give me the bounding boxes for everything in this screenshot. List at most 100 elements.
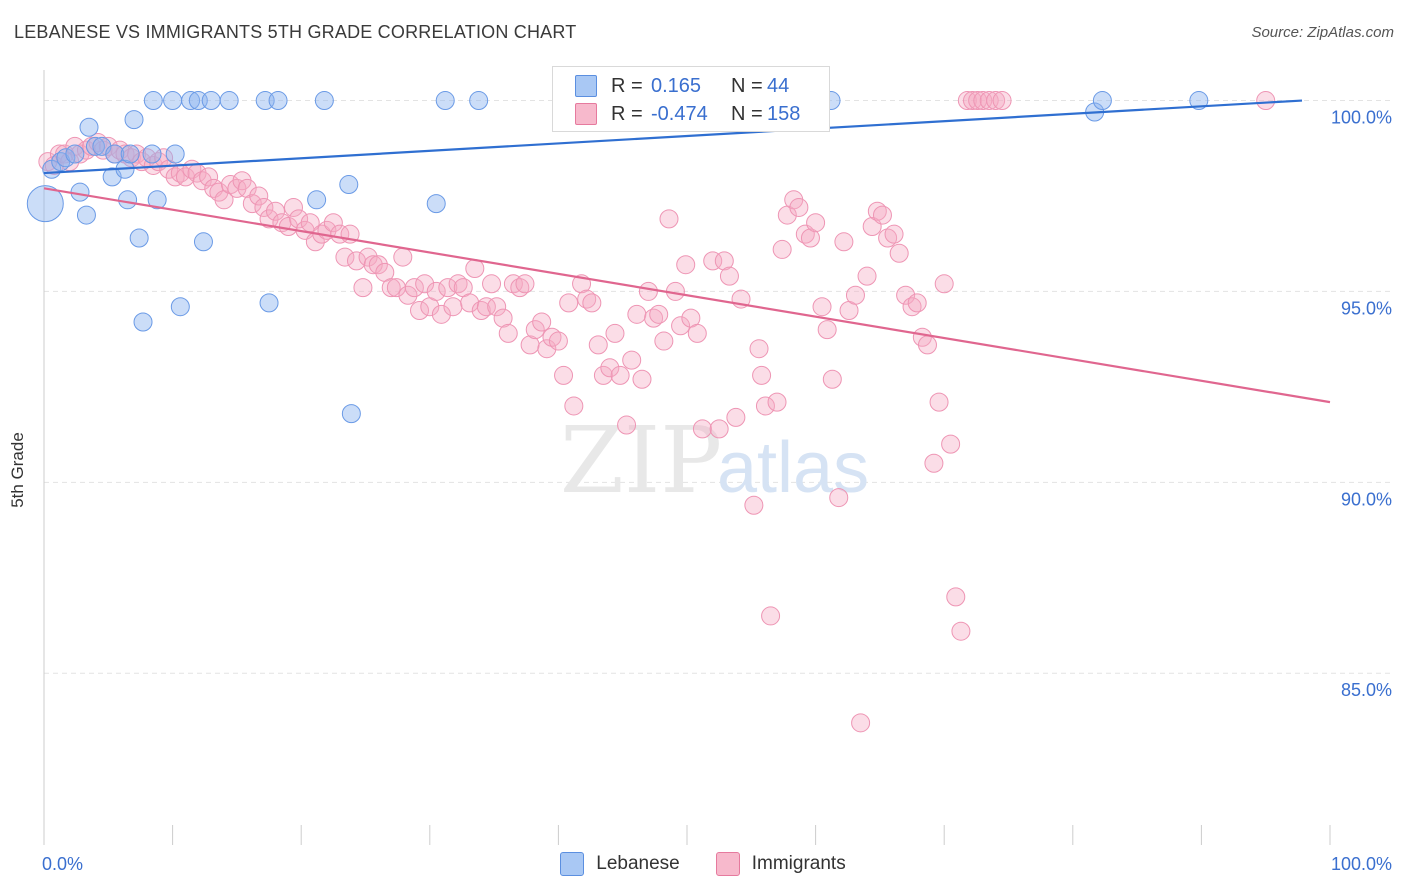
lebanese-point xyxy=(26,185,64,223)
immigrants-point xyxy=(443,297,463,317)
immigrants-point xyxy=(772,239,792,259)
lebanese-point xyxy=(147,190,167,210)
immigrants-point xyxy=(368,255,388,275)
immigrants-point xyxy=(537,339,557,359)
lebanese-swatch xyxy=(575,75,597,97)
r-label: R = xyxy=(611,74,643,97)
immigrants-point xyxy=(548,331,568,351)
lebanese-point xyxy=(85,136,105,156)
immigrants-point xyxy=(941,434,961,454)
lebanese-point xyxy=(105,144,125,164)
immigrants-point xyxy=(632,369,652,389)
lebanese-point xyxy=(124,110,144,130)
immigrants-point xyxy=(917,335,937,355)
immigrants-point xyxy=(265,201,285,221)
y-tick-label: 95.0% xyxy=(1341,298,1392,318)
r-label: R = xyxy=(611,102,643,125)
immigrants-point xyxy=(934,274,954,294)
immigrants-point xyxy=(199,167,219,187)
lebanese-point xyxy=(120,144,140,164)
immigrants-point xyxy=(605,323,625,343)
immigrants-point xyxy=(588,335,608,355)
immigrants-point xyxy=(896,285,916,305)
lebanese-point xyxy=(170,297,190,317)
immigrants-point xyxy=(249,186,269,206)
immigrants-point xyxy=(465,259,485,279)
y-tick-label: 85.0% xyxy=(1341,680,1392,700)
immigrants-point xyxy=(610,365,630,385)
x-tick-labels: 0.0% 100.0% xyxy=(42,854,1392,874)
lebanese-point xyxy=(163,91,183,111)
lebanese-trend-line xyxy=(43,99,1303,175)
watermark-zip: ZIP xyxy=(560,407,722,514)
immigrants-point xyxy=(986,91,1006,111)
lebanese-point xyxy=(469,91,489,111)
immigrants-point xyxy=(755,396,775,416)
immigrants-point xyxy=(335,247,355,267)
immigrants-point xyxy=(834,232,854,252)
immigrants-point xyxy=(851,713,871,733)
immigrants-point xyxy=(476,297,496,317)
stats-legend: R = 0.165 N = 44 R = -0.474 N = 158 xyxy=(552,66,830,132)
lebanese-point xyxy=(307,190,327,210)
immigrants-point xyxy=(845,285,865,305)
immigrants-point xyxy=(582,293,602,313)
lebanese-point xyxy=(259,293,279,313)
immigrants-point xyxy=(426,281,446,301)
lebanese-point xyxy=(341,404,361,424)
immigrants-point xyxy=(487,297,507,317)
lebanese-point xyxy=(435,91,455,111)
n-label: N = xyxy=(731,102,763,125)
immigrants-swatch xyxy=(715,852,740,876)
immigrants-point xyxy=(381,278,401,298)
immigrants-point xyxy=(493,308,513,328)
n-value: 44 xyxy=(767,74,790,97)
lebanese-point xyxy=(118,190,138,210)
lebanese-point xyxy=(165,144,185,164)
legend-row-lebanese: R = 0.165 N = 44 xyxy=(575,73,789,99)
immigrants-point xyxy=(992,91,1012,111)
lebanese-point xyxy=(268,91,288,111)
lebanese-point xyxy=(1189,91,1209,111)
immigrants-point xyxy=(962,91,982,111)
y-tick-label: 90.0% xyxy=(1341,489,1392,509)
immigrants-point xyxy=(829,488,849,508)
immigrants-point xyxy=(687,323,707,343)
immigrants-point xyxy=(482,274,502,294)
immigrants-point xyxy=(709,419,729,439)
immigrants-point xyxy=(761,606,781,626)
immigrants-point xyxy=(714,251,734,271)
immigrants-point xyxy=(817,320,837,340)
legend-item-lebanese[interactable]: Lebanese xyxy=(560,852,680,876)
immigrants-point xyxy=(857,266,877,286)
immigrants-point xyxy=(353,278,373,298)
immigrants-point xyxy=(638,281,658,301)
immigrants-point xyxy=(289,209,309,229)
lebanese-point xyxy=(142,144,162,164)
immigrants-point xyxy=(165,167,185,187)
lebanese-point xyxy=(133,312,153,332)
lebanese-point xyxy=(426,194,446,214)
immigrants-point xyxy=(431,304,451,324)
immigrants-point xyxy=(659,209,679,229)
immigrants-point xyxy=(510,278,530,298)
immigrants-point xyxy=(254,197,274,217)
immigrants-point xyxy=(744,495,764,515)
immigrants-point xyxy=(703,251,723,271)
immigrants-point xyxy=(889,243,909,263)
immigrants-point xyxy=(867,201,887,221)
immigrants-point xyxy=(957,91,977,111)
immigrants-point xyxy=(719,266,739,286)
lebanese-point xyxy=(129,228,149,248)
immigrants-point xyxy=(627,304,647,324)
immigrants-point xyxy=(924,453,944,473)
lebanese-point xyxy=(1092,91,1112,111)
immigrants-point xyxy=(649,304,669,324)
axes xyxy=(43,70,1331,845)
lebanese-point xyxy=(181,91,201,111)
immigrants-point xyxy=(767,392,787,412)
legend-item-immigrants[interactable]: Immigrants xyxy=(715,852,846,876)
lebanese-point xyxy=(76,205,96,225)
x-tick-label: 0.0% xyxy=(42,854,83,874)
